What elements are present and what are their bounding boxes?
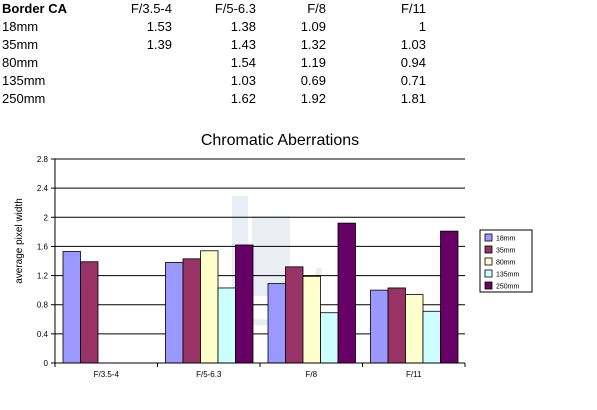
table-header-row: Border CA F/3.5-4 F/5-6.3 F/8 F/11 (0, 0, 426, 18)
table-cell (117, 72, 172, 90)
table-cell (117, 90, 172, 108)
table-cell: 135mm (2, 73, 46, 88)
table-cell: 1.53 (146, 19, 172, 34)
table-cell: 1.38 (230, 19, 256, 34)
bar (302, 275, 321, 364)
table-cell: 1.19 (300, 55, 326, 70)
bar (62, 251, 81, 364)
table-cell: 1.81 (400, 91, 426, 106)
table-header-cell: Border CA (2, 1, 68, 16)
legend-swatch (484, 257, 493, 266)
bar (267, 283, 286, 364)
y-tick-label: 1.6 (37, 242, 49, 251)
bar (405, 294, 424, 364)
bar (182, 258, 201, 364)
legend-swatch (484, 269, 493, 278)
table-cell: 1.32 (300, 37, 326, 52)
y-tick-label: 0 (44, 359, 49, 368)
x-tick-label: F/8 (305, 370, 317, 379)
table-row: 35mm 1.39 1.43 1.32 1.03 (0, 36, 426, 54)
y-tick-label: 2 (44, 213, 49, 222)
x-tick-label: F/5-6.3 (196, 370, 222, 379)
table-header-cell: F/5-6.3 (214, 1, 256, 16)
y-tick-label: 2.4 (37, 184, 49, 193)
y-tick-label: 1.2 (37, 272, 49, 281)
bar (217, 287, 236, 364)
legend-label: 35mm (496, 248, 516, 255)
legend-swatch (484, 281, 493, 290)
bar (285, 266, 304, 364)
x-tick-labels: F/3.5-4 F/5-6.3 F/8 F/11 (94, 370, 422, 379)
bar (235, 244, 254, 364)
table-cell: 1.54 (230, 55, 256, 70)
bar (440, 230, 459, 364)
table-cell: 1 (418, 19, 426, 34)
x-tick-label: F/11 (406, 370, 422, 379)
table-row: 250mm 1.62 1.92 1.81 (0, 90, 426, 108)
table-cell: 1.62 (230, 91, 256, 106)
table-header-cell: F/8 (307, 1, 326, 16)
bar (200, 250, 219, 364)
legend-swatch (484, 245, 493, 254)
bar (337, 222, 356, 364)
bar (80, 261, 99, 364)
table-cell: 18mm (2, 19, 39, 34)
bar (320, 312, 339, 364)
y-axis-label: average pixel width (14, 198, 25, 284)
table-cell: 1.39 (146, 37, 172, 52)
bar-chart: Chromatic Aberrations average pixel widt… (14, 132, 533, 379)
legend-label: 250mm (496, 284, 520, 291)
table-cell: 1.03 (230, 73, 256, 88)
table-header-cell: F/11 (400, 1, 426, 16)
y-tick-labels: 0 0.4 0.8 1.2 1.6 2 2.4 2.8 (37, 155, 49, 368)
y-tick-label: 0.8 (37, 301, 49, 310)
y-tick-label: 0.4 (37, 330, 49, 339)
y-tick-label: 2.8 (37, 155, 49, 164)
x-tick-label: F/3.5-4 (94, 370, 120, 379)
table-cell (117, 54, 172, 72)
chart-title: Chromatic Aberrations (201, 132, 359, 149)
table-cell: 0.94 (400, 55, 426, 70)
table-row: 18mm 1.53 1.38 1.09 1 (0, 18, 426, 36)
data-table: Border CA F/3.5-4 F/5-6.3 F/8 F/11 18mm … (0, 0, 426, 108)
legend-swatch (484, 233, 493, 242)
bar (387, 287, 406, 364)
legend-label: 135mm (496, 272, 520, 279)
table-cell: 1.43 (230, 37, 256, 52)
table-row: 80mm 1.54 1.19 0.94 (0, 54, 426, 72)
table-cell: 1.09 (300, 19, 326, 34)
table-cell: 0.71 (400, 73, 426, 88)
bar (165, 262, 184, 364)
bars (62, 222, 459, 364)
table-cell: 1.03 (400, 37, 426, 52)
table-cell: 35mm (2, 37, 39, 52)
table-cell: 0.69 (300, 73, 326, 88)
bar (422, 310, 441, 364)
table-cell: 80mm (2, 55, 39, 70)
axes (51, 158, 466, 367)
legend-label: 80mm (496, 260, 516, 267)
table-cell: 250mm (2, 91, 46, 106)
table-cell: 1.92 (300, 91, 326, 106)
bar (370, 289, 389, 364)
table-header-cell: F/3.5-4 (130, 1, 172, 16)
table-row: 135mm 1.03 0.69 0.71 (0, 72, 426, 90)
legend: 18mm 35mm 80mm 135mm 250mm (479, 229, 533, 293)
legend-label: 18mm (496, 236, 516, 243)
